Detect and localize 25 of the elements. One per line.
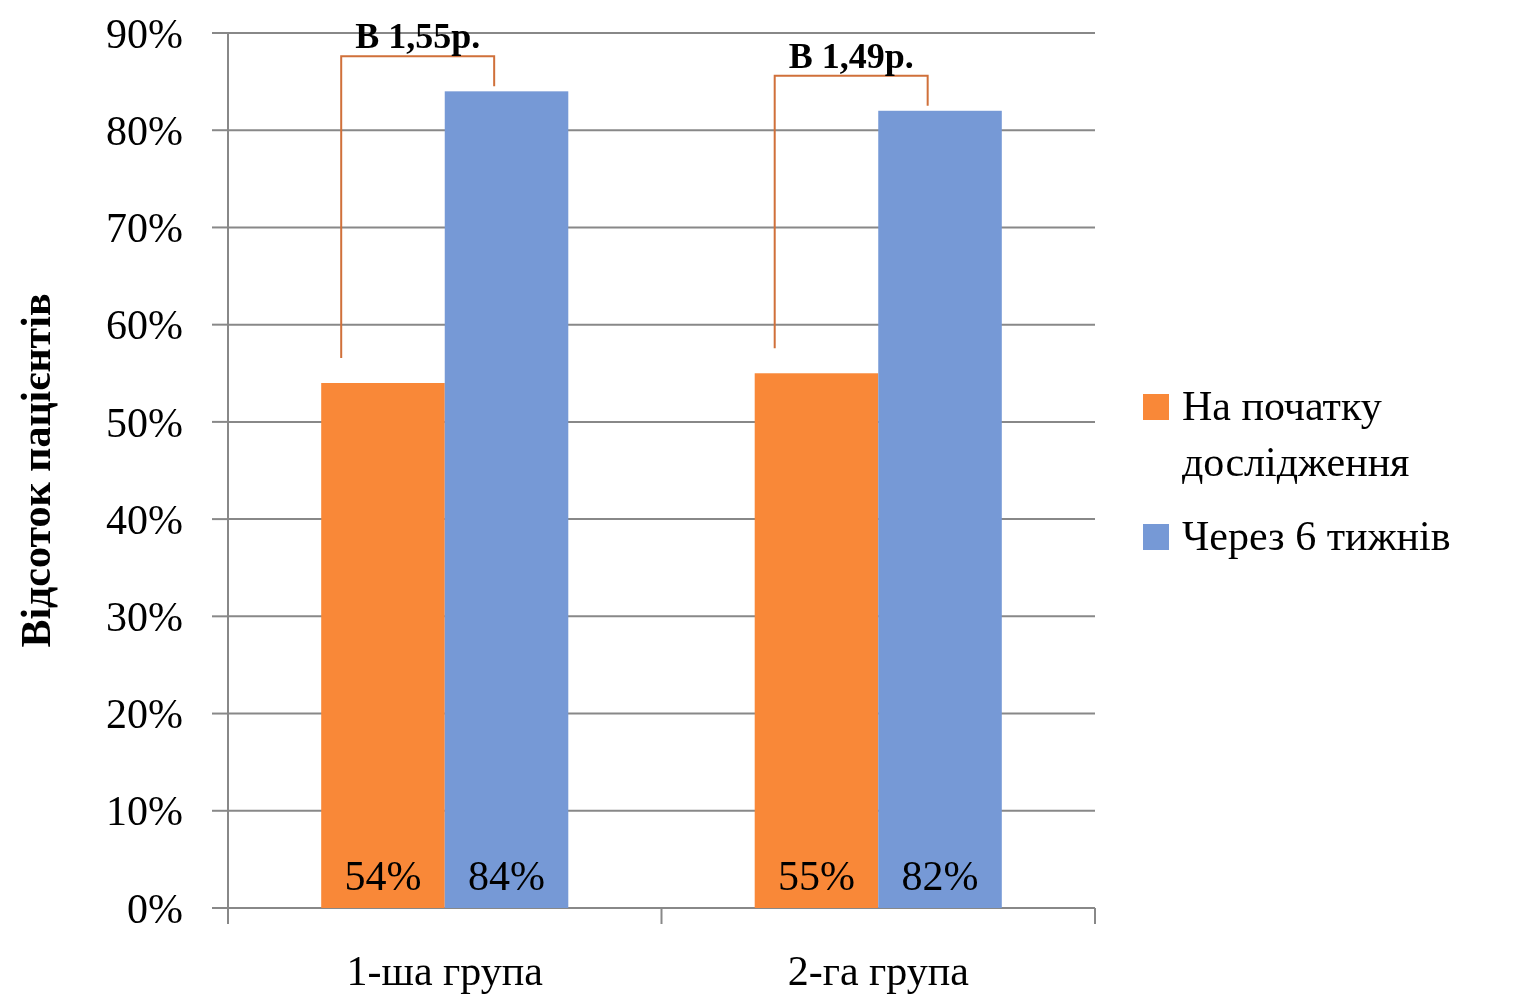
- y-tick-label: 30%: [106, 594, 183, 641]
- y-tick-label: 0%: [127, 885, 183, 932]
- y-tick-label: 60%: [106, 302, 183, 349]
- annotation: В 1,55р.: [355, 16, 481, 57]
- data-label: 54%: [344, 853, 422, 899]
- y-tick-label: 90%: [106, 10, 183, 57]
- y-tick-label: 80%: [106, 107, 183, 154]
- data-label: 84%: [468, 853, 546, 899]
- y-tick-label: 20%: [106, 691, 183, 738]
- y-axis-title: Відсоток пацієнтів: [13, 293, 59, 648]
- x-tick-label: 2-га група: [787, 948, 970, 994]
- legend-label: На початку дослідження: [1182, 383, 1410, 485]
- bar: [321, 383, 445, 908]
- x-tick-label: 1-ша група: [346, 948, 544, 994]
- data-label: 82%: [901, 853, 979, 899]
- y-tick-label: 50%: [106, 399, 183, 446]
- bar: [444, 91, 569, 908]
- data-label: 55%: [777, 853, 855, 899]
- y-tick-label: 10%: [106, 788, 183, 835]
- legend-label: Через 6 тижнів: [1182, 513, 1451, 559]
- bar: [878, 110, 1002, 908]
- bar: [754, 373, 879, 908]
- y-tick-label: 70%: [106, 205, 183, 252]
- annotation: В 1,49р.: [788, 35, 914, 76]
- y-tick-label: 40%: [106, 496, 183, 543]
